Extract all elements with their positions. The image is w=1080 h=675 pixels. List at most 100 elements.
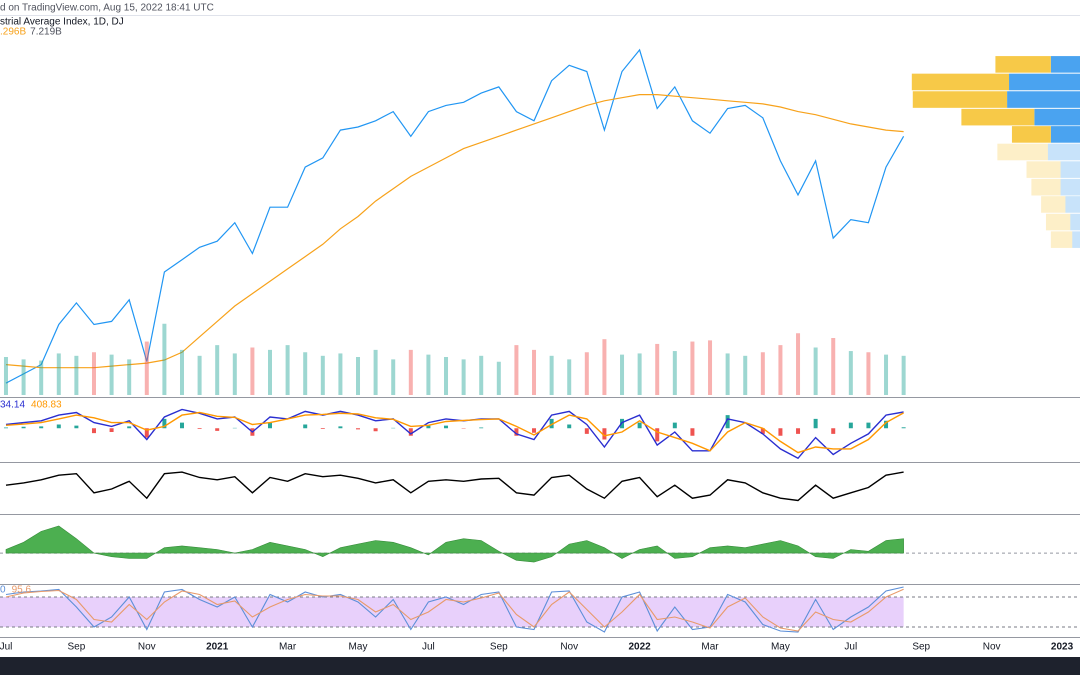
volume-bar: [743, 355, 748, 395]
histogram-bar: [655, 428, 660, 442]
x-tick-label: May: [771, 642, 790, 653]
volume-bar: [848, 351, 853, 395]
series-line: [5, 471, 904, 502]
profile-up: [1034, 108, 1080, 126]
histogram-bar: [479, 427, 484, 429]
histogram-bar: [690, 428, 695, 436]
x-tick-label: Sep: [67, 642, 85, 653]
x-tick-label: Mar: [279, 642, 297, 653]
volume-bar: [356, 357, 361, 395]
volume-bar: [215, 345, 220, 395]
histogram-bar: [426, 425, 431, 429]
volume-bar: [884, 354, 889, 395]
volume-bar: [831, 338, 836, 395]
profile-up: [1050, 126, 1080, 143]
volume-bar: [725, 353, 730, 395]
histogram-bar: [884, 420, 889, 429]
histogram-bar: [567, 424, 572, 429]
histogram-bar: [778, 428, 783, 436]
histogram-bar: [725, 415, 730, 429]
histogram-bar: [74, 425, 79, 429]
volume-bar: [479, 355, 484, 395]
profile-down: [995, 56, 1051, 73]
profile-up: [1050, 56, 1080, 73]
volume-bar: [426, 354, 431, 395]
x-tick-label: Jul: [422, 642, 435, 653]
legend-value: 7.219B: [30, 27, 62, 38]
volume-bar: [3, 357, 8, 395]
profile-up: [1060, 178, 1080, 196]
x-tick-label: Jul: [844, 642, 857, 653]
histogram-bar: [215, 428, 220, 431]
volume-bar: [268, 349, 272, 395]
histogram-bar: [179, 422, 184, 429]
x-tick-label: Nov: [560, 642, 578, 653]
volume-bar: [778, 345, 783, 395]
volume-bar: [408, 349, 413, 395]
x-tick-label: 2022: [628, 642, 651, 653]
volume-bar: [532, 349, 537, 395]
volume-bar: [708, 340, 713, 395]
volume-bar: [338, 353, 343, 395]
chart-title: strial Average Index, 1D, DJ: [0, 17, 124, 28]
profile-down: [1031, 178, 1061, 196]
volume-bar: [391, 359, 396, 395]
profile-up: [1047, 143, 1080, 161]
histogram-bar: [39, 426, 44, 429]
profile-down: [1011, 126, 1051, 143]
volume-bar: [91, 352, 96, 395]
volume-bar: [303, 352, 308, 395]
histogram-bar: [268, 422, 272, 429]
volume-bar: [637, 353, 642, 395]
volume-bar: [232, 353, 237, 395]
histogram-bar: [444, 425, 449, 429]
series-line: [5, 411, 904, 454]
volume-bar: [602, 339, 607, 395]
volume-bar: [21, 359, 26, 395]
histogram-bar: [408, 428, 413, 436]
volume-bar: [514, 345, 519, 395]
area: [5, 525, 904, 563]
profile-up: [1060, 161, 1080, 178]
profile-down: [961, 108, 1035, 126]
footer-bar: [0, 657, 1080, 675]
series-line: [5, 588, 904, 632]
volume-bar: [567, 359, 572, 395]
profile-up: [1072, 231, 1080, 248]
volume-bar: [74, 355, 79, 395]
band: [0, 597, 904, 627]
histogram-bar: [162, 418, 167, 429]
volume-bar: [109, 354, 114, 395]
volume-bar: [144, 341, 149, 395]
histogram-bar: [144, 428, 149, 438]
series-line: [5, 94, 904, 369]
profile-down: [997, 143, 1048, 161]
legend-value: 408.83: [31, 400, 62, 411]
histogram-bar: [514, 428, 519, 436]
volume-bar: [127, 359, 132, 395]
x-tick-label: May: [349, 642, 368, 653]
x-tick-label: Sep: [912, 642, 930, 653]
histogram-bar: [109, 428, 114, 432]
volume-bar: [620, 354, 625, 395]
profile-up: [1009, 73, 1080, 91]
x-tick-label: Jul: [0, 642, 12, 653]
histogram-bar: [21, 426, 26, 429]
volume-bar: [373, 349, 378, 395]
volume-bar: [760, 352, 765, 395]
volume-bar: [197, 355, 202, 395]
volume-bar: [866, 352, 871, 395]
histogram-bar: [602, 428, 607, 440]
volume-bar: [162, 323, 167, 395]
profile-down: [912, 91, 1008, 108]
volume-bar: [179, 349, 184, 395]
histogram-bar: [56, 424, 61, 429]
volume-bar: [672, 351, 677, 395]
legend-value: 0: [0, 585, 6, 596]
x-tick-label: Mar: [701, 642, 719, 653]
histogram-bar: [549, 418, 554, 429]
volume-bar: [39, 360, 44, 395]
histogram-bar: [303, 424, 308, 429]
